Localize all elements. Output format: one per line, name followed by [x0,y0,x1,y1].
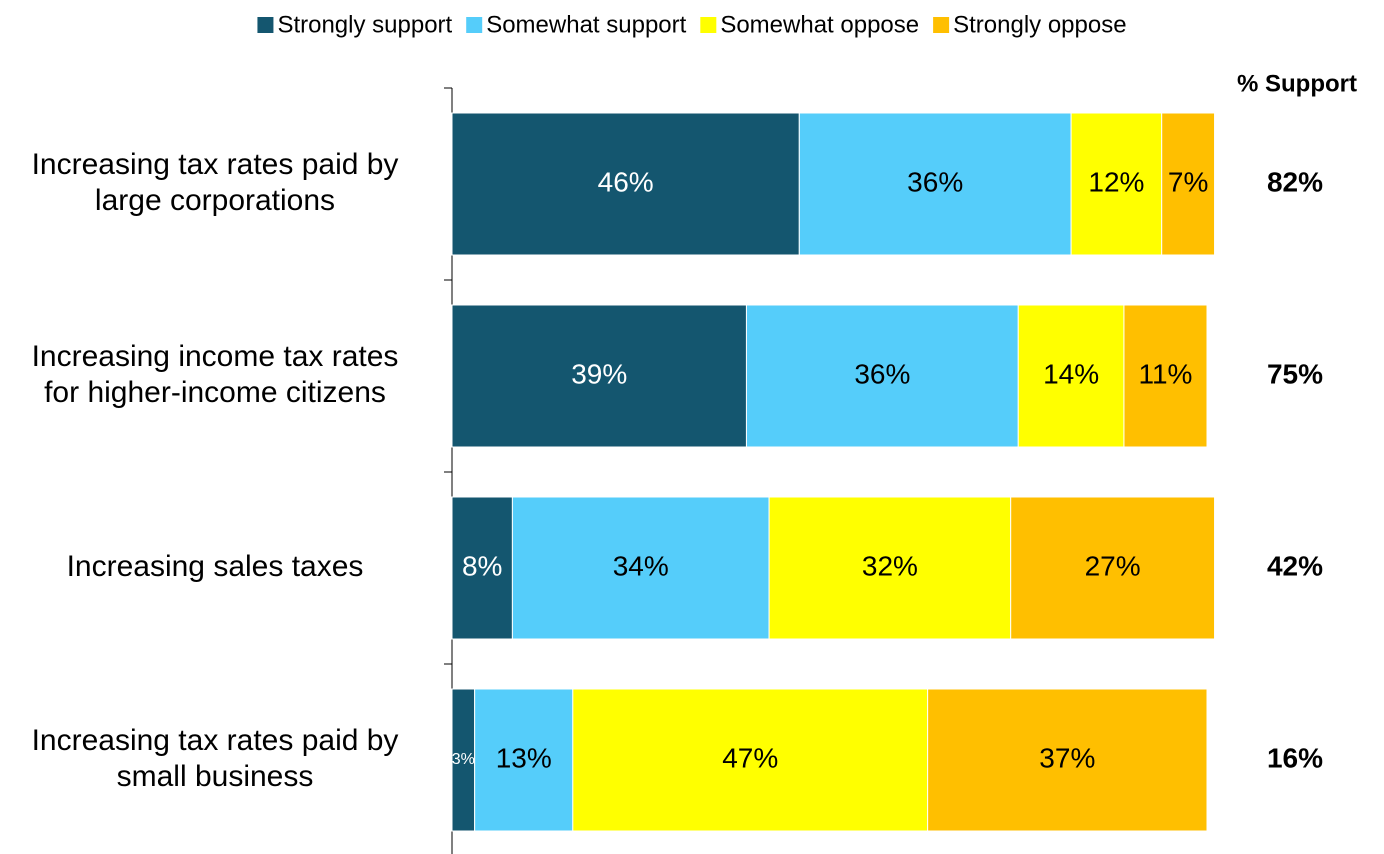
bar-segment [1017,304,1125,448]
category-label: Increasing tax rates paid by large corpor… [32,148,399,217]
category-label: Increasing tax rates paid by small busine… [32,724,399,793]
bar-segment [572,688,929,832]
legend-swatch [466,17,483,33]
bar-segment [474,688,574,832]
support-value: 75% [1267,358,1323,389]
value-label: 37% [1039,742,1095,773]
bar-segment [451,304,747,448]
value-label: 27% [1085,550,1141,581]
legend-swatch [933,17,950,33]
legend-label: Somewhat oppose [720,11,919,38]
bar-segment [451,112,800,256]
value-label: 11% [1138,358,1192,389]
bar-segment [927,688,1208,832]
value-label: 13% [496,742,552,773]
value-label: 3% [452,751,475,768]
legend-swatch [257,17,274,33]
bar-segment [1070,112,1163,256]
value-label: 46% [598,166,654,197]
legend-label: Somewhat support [486,11,686,38]
value-label: 14% [1043,358,1099,389]
value-label: 36% [854,358,910,389]
bar-segment [451,496,513,640]
legend: Strongly support Somewhat support Somewhat… [257,11,1127,38]
support-value: 42% [1267,550,1323,581]
legend-label: Strongly oppose [953,11,1126,38]
bar-segment [1123,304,1208,448]
value-label: 34% [613,550,669,581]
legend-label: Strongly support [277,11,452,38]
support-title: % Support [1237,70,1357,97]
bar-segment [745,304,1019,448]
legend-swatch [700,17,717,33]
bar-segment [1010,496,1216,640]
bar-segment [511,496,770,640]
support-value: 16% [1267,742,1323,773]
bar-segment [1161,112,1216,256]
value-label: 7% [1168,166,1208,197]
category-label: Increasing sales taxes [67,550,364,583]
bar-segment [798,112,1072,256]
value-label: 8% [462,550,502,581]
bar-segment [768,496,1012,640]
value-label: 12% [1088,166,1144,197]
value-label: 32% [862,550,918,581]
value-label: 47% [722,742,778,773]
value-label: 36% [907,166,963,197]
category-label: Increasing income tax rates for higher-in… [32,340,399,409]
support-value: 82% [1267,166,1323,197]
value-label: 39% [571,358,627,389]
